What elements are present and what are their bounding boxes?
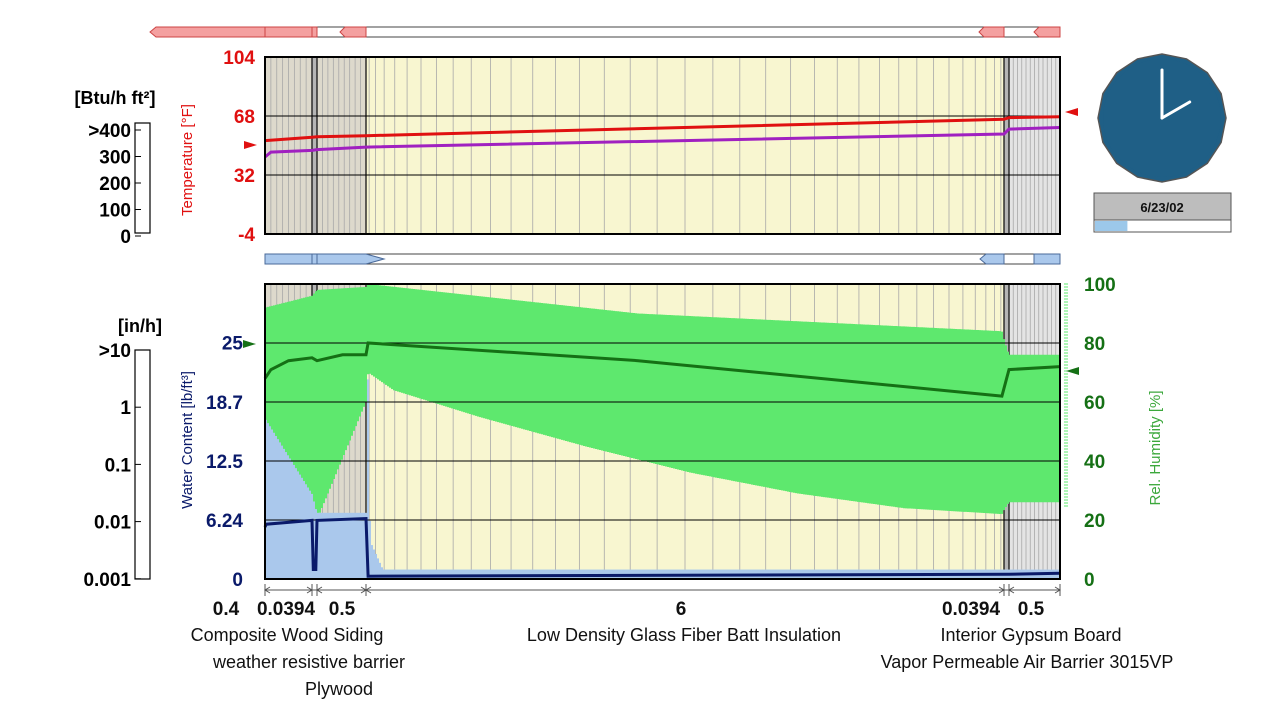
rh-axis-ticks: 100 80 60 40 20 0 [1064,275,1116,591]
water-content-tick-label: 12.5 [206,452,243,473]
rh-left-marker [243,340,256,348]
bottom-chart-grid [265,342,1060,521]
layer-thickness-label: 0.0394 [257,599,316,620]
rain-scale-ticks: >10 1 0.1 0.01 0.001 [83,341,141,591]
rain-tick-label: 0.01 [94,513,131,534]
rain-unit-label: [in/h] [118,316,162,336]
ruler-arrow [998,586,1005,594]
layer-ruler [264,584,1061,596]
dewpoint-line [264,126,1061,159]
layer-bg-plywood [317,57,366,234]
layer-name-label: Interior Gypsum Board [940,625,1121,645]
temperature-right-marker [1065,108,1078,116]
layer-thickness-label: 0.0394 [942,599,1001,620]
rain-tick-label: 0.001 [83,570,131,591]
top-layer-bar[interactable] [149,26,1061,38]
rh-tick-label: 20 [1084,511,1105,532]
top-chart-series [264,115,1061,159]
layer-names: Composite Wood Siding weather resistive b… [191,625,1174,699]
rh-line [263,341,1061,398]
temperature-line [264,115,1061,143]
rh-tick-label: 100 [1084,275,1116,296]
flux-tick-label: >400 [88,121,131,142]
layer-thickness-label: 0.4 [213,599,240,620]
layer-bg-wrb [312,57,317,234]
bottom-chart-frame [264,283,1061,580]
rh-tick-label: 0 [1084,570,1095,591]
clock-hour-hand [1160,100,1192,120]
temperature-tick-label: 68 [234,107,255,128]
flux-tick-label: 100 [99,201,131,222]
time-progress-fill [1095,221,1128,231]
rh-tick-label: 80 [1084,334,1105,355]
flux-scale-ticks: >400 300 200 100 0 [88,121,141,248]
layer-name-label: Vapor Permeable Air Barrier 3015VP [881,652,1174,672]
ruler-arrow [264,586,271,594]
flux-tick-label: 300 [99,148,131,169]
layer-name-label: Plywood [305,679,373,699]
layer-thickness-labels: 0.4 0.0394 0.5 6 0.0394 0.5 [213,599,1045,620]
bottom-chart-bands [265,284,1059,579]
temperature-tick-label: 104 [223,48,255,69]
layer-thickness-label: 6 [676,599,687,620]
layer-name-label: Low Density Glass Fiber Batt Insulation [527,625,841,645]
rh-tick-label: 40 [1084,452,1105,473]
layer-thickness-label: 0.5 [1018,599,1045,620]
water-content-tick-label: 6.24 [206,511,243,532]
layer-name-label: Composite Wood Siding [191,625,384,645]
water-content-axis-ticks: 25 18.7 12.5 6.24 0 [206,334,243,591]
date-display: 6/23/02 [1093,192,1232,221]
mid-layer-bar[interactable] [264,253,1061,265]
layer-thickness-label: 0.5 [329,599,356,620]
ruler-arrow [1008,586,1015,594]
water-content-axis-label: Water Content [lb/ft³] [179,371,196,509]
rain-tick-label: 1 [120,398,131,419]
bottom-chart-series [263,341,1061,578]
layer-name-label: weather resistive barrier [212,652,405,672]
flux-unit-label: [Btu/h ft²] [75,88,156,108]
ruler-arrow [1054,586,1061,594]
top-chart-frame [264,56,1061,235]
rh-right-marker [1066,367,1079,375]
layer-bg-airbarrier [1004,57,1009,234]
rain-tick-label: 0.1 [105,455,132,476]
water-content-tick-label: 25 [222,334,244,355]
top-chart-grid [265,115,1060,176]
rain-tick-label: >10 [99,341,131,362]
ruler-arrow [316,586,323,594]
date-label: 6/23/02 [1140,200,1183,215]
flux-tick-label: 200 [99,174,131,195]
water-content-line [263,516,1061,578]
temperature-tick-label: -4 [238,225,255,246]
flux-scale-bar [134,122,151,234]
temperature-axis-label: Temperature [°F] [179,104,196,216]
temperature-axis-ticks: 104 68 32 -4 [223,48,255,246]
temperature-tick-label: 32 [234,166,255,187]
temperature-left-marker [244,141,257,149]
rh-tick-label: 60 [1084,393,1105,414]
ruler-arrow [365,586,372,594]
flux-tick-label: 0 [120,227,131,248]
water-content-tick-label: 0 [232,570,243,591]
rh-axis-label: Rel. Humidity [%] [1147,390,1164,505]
ruler-arrow [306,586,313,594]
clock-widget [1097,53,1227,183]
water-content-tick-label: 18.7 [206,393,243,414]
time-progress-bar[interactable] [1093,219,1232,233]
